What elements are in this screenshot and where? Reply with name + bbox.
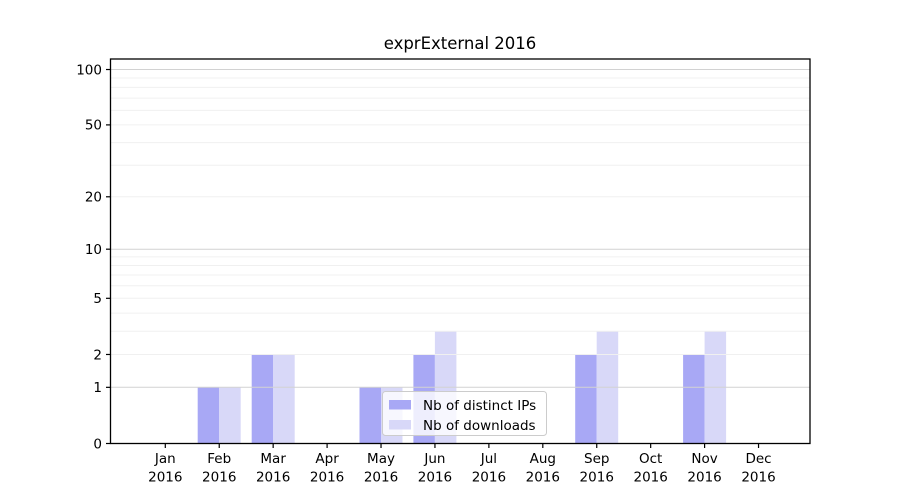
x-tick-label-year: 2016 xyxy=(148,470,182,486)
x-tick-label-month: Jan xyxy=(154,451,176,467)
bar-nb-of-downloads-feb xyxy=(219,387,241,444)
x-tick-label-year: 2016 xyxy=(633,470,667,486)
bar-nb-of-distinct-ips-feb xyxy=(197,387,220,444)
x-tick-label-month: Oct xyxy=(639,451,662,467)
x-tick-label-month: May xyxy=(367,451,395,467)
x-tick-label-year: 2016 xyxy=(418,470,452,486)
y-tick-label: 20 xyxy=(85,190,102,206)
x-tick-label-month: Sep xyxy=(584,451,609,467)
y-tick-label: 1 xyxy=(93,380,102,396)
x-tick-label-year: 2016 xyxy=(472,470,506,486)
x-tick-label-year: 2016 xyxy=(687,470,721,486)
y-tick-label: 0 xyxy=(93,436,102,452)
x-tick-label-month: Nov xyxy=(691,451,717,467)
x-tick-label-month: Apr xyxy=(315,451,339,467)
chart-title: exprExternal 2016 xyxy=(383,34,537,53)
bar-nb-of-distinct-ips-sep xyxy=(575,354,597,444)
legend-label: Nb of distinct IPs xyxy=(423,398,536,414)
x-tick-label-year: 2016 xyxy=(364,470,398,486)
legend-swatch-distinct-ips xyxy=(389,400,411,410)
y-tick-label: 2 xyxy=(93,347,102,363)
x-tick-label-month: Dec xyxy=(745,451,771,467)
legend-label: Nb of downloads xyxy=(423,418,536,434)
x-tick-label-year: 2016 xyxy=(256,470,290,486)
bar-nb-of-distinct-ips-nov xyxy=(683,354,705,444)
x-tick-label-month: Jun xyxy=(423,451,445,467)
x-tick-label-year: 2016 xyxy=(580,470,614,486)
x-tick-label-year: 2016 xyxy=(310,470,344,486)
y-tick-label: 5 xyxy=(93,291,102,307)
bar-nb-of-distinct-ips-mar xyxy=(251,354,274,444)
y-tick-label: 100 xyxy=(76,62,102,78)
legend-box xyxy=(382,391,547,436)
x-tick-label-month: Mar xyxy=(260,451,286,467)
x-tick-label-month: Aug xyxy=(530,451,556,467)
x-tick-label-year: 2016 xyxy=(526,470,560,486)
bar-nb-of-distinct-ips-may xyxy=(359,387,381,444)
y-tick-label: 10 xyxy=(85,242,102,258)
x-tick-label-month: Jul xyxy=(480,451,497,467)
bar-nb-of-downloads-mar xyxy=(273,354,295,444)
x-tick-label-year: 2016 xyxy=(202,470,236,486)
x-tick-label-year: 2016 xyxy=(741,470,775,486)
y-tick-label: 50 xyxy=(85,118,102,134)
x-tick-label-month: Feb xyxy=(207,451,231,467)
legend-swatch-downloads xyxy=(389,420,411,430)
plot-frame xyxy=(109,58,811,445)
